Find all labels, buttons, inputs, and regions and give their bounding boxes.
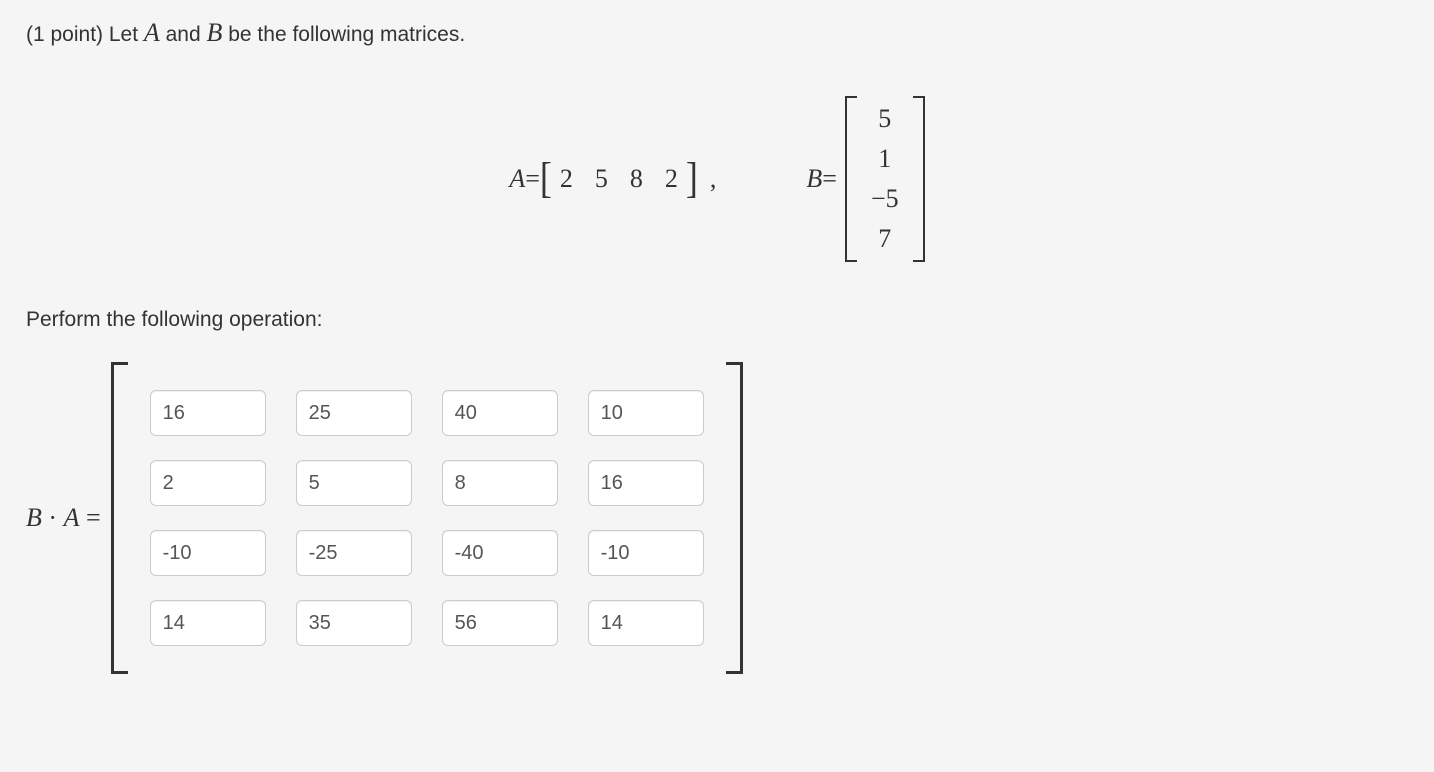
right-bracket-icon: ] [686,166,698,192]
matrix-A-values: 2 5 8 2 [552,162,686,196]
answer-cell-2-1[interactable] [296,530,412,576]
perform-operation-text: Perform the following operation: [26,308,1408,332]
answer-cell-3-0[interactable] [150,600,266,646]
matrix-B-definition: B = 5 1 −5 7 [806,96,924,262]
answer-cell-3-3[interactable] [588,600,704,646]
var-B: B [207,18,223,47]
answer-cell-1-3[interactable] [588,460,704,506]
answer-cell-2-2[interactable] [442,530,558,576]
answer-cell-2-3[interactable] [588,530,704,576]
answer-grid [128,362,726,674]
answer-cell-3-2[interactable] [442,600,558,646]
answer-section: B · A = [26,362,1408,674]
matrix-definitions: A = [ 2 5 8 2 ] , B = 5 1 −5 7 [26,96,1408,262]
matrix-B-values: 5 1 −5 7 [857,96,913,262]
answer-label: B · A = [26,503,111,533]
var-A: A [144,18,160,47]
answer-cell-1-2[interactable] [442,460,558,506]
left-bracket-icon [845,96,857,262]
answer-matrix [111,362,743,674]
answer-cell-0-2[interactable] [442,390,558,436]
answer-cell-1-0[interactable] [150,460,266,506]
answer-cell-3-1[interactable] [296,600,412,646]
answer-cell-0-1[interactable] [296,390,412,436]
question-text: (1 point) Let A and B be the following m… [26,18,1408,48]
matrix-A-definition: A = [ 2 5 8 2 ] , [509,162,716,196]
answer-cell-0-3[interactable] [588,390,704,436]
right-bracket-icon [913,96,925,262]
answer-cell-0-0[interactable] [150,390,266,436]
answer-cell-1-1[interactable] [296,460,412,506]
points-label: (1 point) [26,23,109,46]
left-bracket-icon: [ [540,166,552,192]
left-bracket-icon [111,362,128,674]
answer-cell-2-0[interactable] [150,530,266,576]
right-bracket-icon [726,362,743,674]
